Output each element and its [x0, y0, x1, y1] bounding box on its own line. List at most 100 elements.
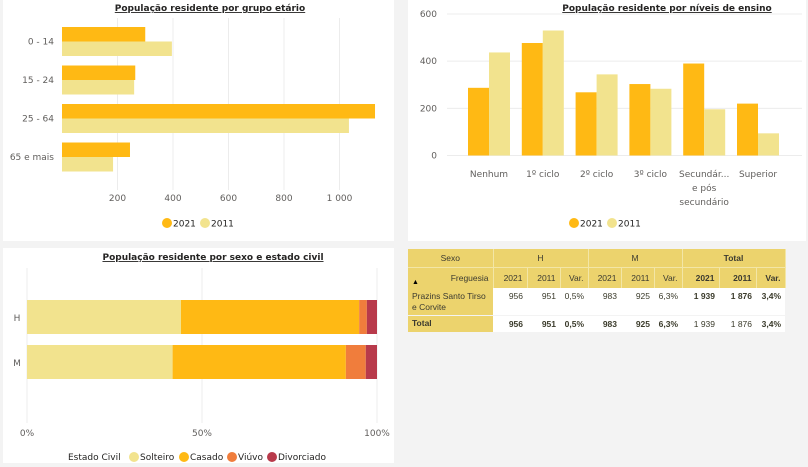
- cell: 3,4%: [756, 288, 786, 316]
- cell: 925: [621, 288, 654, 316]
- bar-2011: [62, 118, 349, 133]
- cell: 1 939: [682, 315, 720, 332]
- header-m[interactable]: M: [588, 249, 683, 268]
- bar-2021: [683, 63, 705, 156]
- bar-2011: [758, 133, 779, 156]
- legend-marker-icon: [129, 452, 139, 462]
- header-sexo: Sexo: [408, 249, 494, 268]
- x-category-label: Nenhum: [470, 170, 508, 180]
- cell: 956: [493, 315, 527, 332]
- legend-marker-icon: [200, 218, 210, 228]
- cell: 925: [621, 315, 654, 332]
- y-tick-label: 200: [420, 104, 437, 114]
- y-category-label: 25 - 64: [22, 115, 54, 125]
- bar-2011: [62, 157, 114, 172]
- cell: 0,5%: [560, 288, 588, 316]
- segment-viúvo: [359, 300, 367, 334]
- bar-2021: [62, 65, 136, 80]
- civil-status-chart: População residente por sexo e estado ci…: [13, 253, 390, 463]
- bar-2011: [542, 30, 564, 156]
- cell: 983: [588, 288, 621, 316]
- col-header[interactable]: 2011: [527, 267, 561, 288]
- y-category-label: 65 e mais: [10, 153, 54, 163]
- sort-ascending-icon[interactable]: ▲: [412, 279, 419, 286]
- x-tick-label: 800: [275, 194, 292, 204]
- table-row[interactable]: Prazins Santo Tirso e Corvite 956 951 0,…: [408, 288, 786, 316]
- y-category-label: H: [14, 314, 21, 324]
- col-header[interactable]: 2011: [719, 267, 757, 288]
- cell: 6,3%: [654, 315, 683, 332]
- col-header[interactable]: Var.: [654, 267, 683, 288]
- col-header[interactable]: Var.: [756, 267, 786, 288]
- education-chart-panel: População residente por níveis de ensino…: [408, 0, 806, 241]
- col-header[interactable]: 2021: [588, 267, 622, 288]
- bar-2011: [596, 74, 618, 156]
- legend-marker-icon: [569, 218, 579, 228]
- bar-2011: [489, 52, 510, 156]
- legend-marker-icon: [162, 218, 172, 228]
- chart-title: População residente por sexo e estado ci…: [102, 253, 323, 263]
- legend-label: 2011: [211, 220, 234, 230]
- population-matrix-table: Sexo H M Total Freguesia ▲ 2021 2011 Var…: [408, 249, 786, 332]
- total-label: Total: [408, 315, 493, 332]
- header-total[interactable]: Total: [682, 249, 786, 268]
- header-h[interactable]: H: [493, 249, 589, 268]
- cell: 0,5%: [560, 315, 588, 332]
- segment-divorciado: [366, 300, 377, 334]
- x-tick-label: 200: [109, 194, 126, 204]
- x-tick-label: 0%: [20, 429, 35, 439]
- bar-2021: [521, 43, 543, 156]
- bar-2021: [62, 27, 146, 42]
- segment-viúvo: [345, 345, 366, 379]
- legend-label: 2011: [618, 220, 641, 230]
- col-header[interactable]: 2021: [493, 267, 528, 288]
- bar-2021: [575, 92, 597, 156]
- legend-marker-icon: [267, 452, 277, 462]
- y-tick-label: 0: [431, 152, 437, 162]
- cell: 983: [588, 315, 621, 332]
- y-category-label: M: [13, 359, 21, 369]
- bar-2011: [650, 88, 672, 156]
- segment-casado: [172, 345, 346, 379]
- x-tick-label: 400: [164, 194, 181, 204]
- col-header[interactable]: 2011: [621, 267, 655, 288]
- cell: 6,3%: [654, 288, 683, 316]
- x-tick-label: 50%: [192, 429, 212, 439]
- col-header[interactable]: Var.: [560, 267, 589, 288]
- y-tick-label: 400: [420, 57, 437, 67]
- cell: 1 939: [682, 288, 720, 316]
- cell: 951: [527, 288, 560, 316]
- col-header[interactable]: 2021: [682, 267, 720, 288]
- age-group-chart: População residente por grupo etário 0 -…: [10, 4, 376, 230]
- header-freguesia-label: Freguesia: [450, 272, 489, 283]
- x-category-label: 2º ciclo: [580, 170, 614, 180]
- cell: 951: [527, 315, 560, 332]
- legend-label: 2021: [580, 220, 603, 230]
- table-total-row: Total 956 951 0,5% 983 925 6,3% 1 939 1 …: [408, 315, 786, 332]
- segment-casado: [181, 300, 360, 334]
- cell: 1 876: [719, 315, 757, 332]
- x-tick-label: 100%: [364, 429, 390, 439]
- y-category-label: 0 - 14: [28, 38, 54, 48]
- bar-2011: [704, 109, 726, 156]
- education-chart: População residente por níveis de ensino…: [420, 4, 802, 230]
- x-category-label: 1º ciclo: [526, 170, 560, 180]
- bar-2021: [737, 103, 758, 156]
- legend-label: 2021: [173, 220, 196, 230]
- cell: 3,4%: [756, 315, 786, 332]
- header-freguesia[interactable]: Freguesia ▲: [408, 267, 494, 288]
- cell: 956: [493, 288, 527, 316]
- legend-label: Solteiro: [140, 453, 175, 463]
- x-category-label: Secundár... e pós secundário: [679, 170, 729, 208]
- x-tick-label: 1 000: [327, 194, 353, 204]
- bar-2021: [629, 84, 651, 156]
- legend-title: Estado Civil: [68, 453, 121, 463]
- civil-status-chart-panel: População residente por sexo e estado ci…: [3, 248, 394, 463]
- bar-2021: [468, 87, 489, 156]
- legend-marker-icon: [179, 452, 189, 462]
- y-tick-label: 600: [420, 10, 437, 20]
- age-group-chart-panel: População residente por grupo etário 0 -…: [3, 0, 394, 241]
- bar-2021: [62, 142, 130, 157]
- legend-label: Casado: [190, 453, 224, 463]
- legend-label: Divorciado: [278, 453, 326, 463]
